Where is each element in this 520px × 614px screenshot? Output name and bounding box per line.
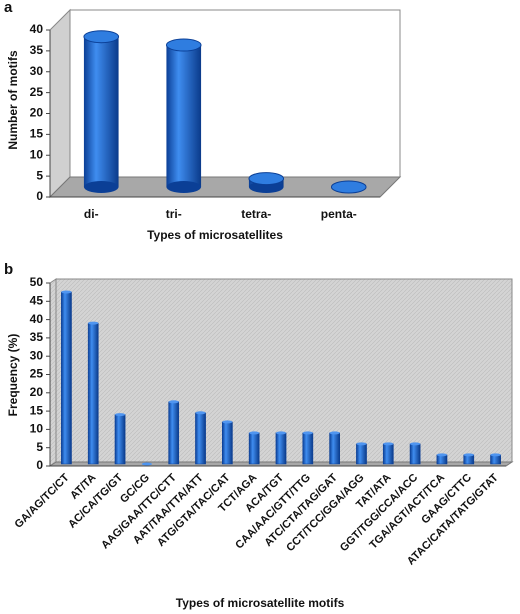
bar-top [436, 453, 448, 457]
y-tick-label: 40 [30, 22, 44, 36]
y-tick-label: 30 [30, 348, 44, 362]
x-tick-label: tri- [166, 207, 182, 221]
y-axis-label: Frequency (%) [6, 334, 20, 417]
bar [302, 432, 314, 465]
bar-base [166, 181, 202, 193]
bar-top [168, 400, 179, 404]
y-tick-label: 20 [30, 385, 44, 399]
bar-top [490, 453, 501, 457]
y-tick-label: 30 [30, 64, 44, 78]
back-wall [69, 9, 401, 178]
bar-base [83, 181, 119, 193]
bar [222, 421, 233, 465]
bar-top [249, 431, 260, 435]
y-tick-label: 5 [36, 440, 43, 454]
y-tick-label: 20 [30, 106, 44, 120]
bar-top [83, 30, 120, 44]
x-axis-label: Types of microsatellite motifs [176, 596, 345, 610]
bar-top [222, 420, 233, 424]
bar-top [275, 431, 287, 435]
bar-top [463, 453, 474, 457]
y-tick-label: 35 [30, 330, 44, 344]
bar-top [165, 38, 202, 52]
bar [114, 414, 126, 465]
bar [195, 412, 206, 465]
y-tick-label: 15 [30, 403, 44, 417]
bar-top [61, 290, 72, 294]
y-tick-label: 10 [30, 422, 44, 436]
bar [87, 322, 99, 465]
y-tick-label: 35 [30, 43, 44, 57]
y-tick-label: 15 [30, 127, 44, 141]
y-tick-label: 40 [30, 312, 44, 326]
y-tick-label: 25 [30, 85, 44, 99]
bar-top [383, 442, 394, 446]
y-axis-label: Number of motifs [6, 50, 20, 150]
y-tick-label: 0 [36, 458, 43, 472]
x-tick-label: GA/AG/TC/CT [13, 471, 72, 530]
bar [356, 443, 367, 465]
x-axis-label: Types of microsatellites [147, 228, 283, 242]
y-tick-label: 45 [30, 293, 44, 307]
bar [168, 401, 180, 465]
y-tick-label: 10 [30, 147, 44, 161]
bar-top [356, 442, 367, 446]
back-wall [49, 278, 57, 467]
bar-top [195, 411, 206, 415]
bar-top [302, 431, 313, 435]
y-tick-label: 5 [36, 168, 43, 182]
bar [275, 432, 287, 465]
bar-top [330, 180, 367, 194]
bar [61, 291, 72, 465]
y-tick-label: 50 [30, 275, 44, 289]
bar [382, 443, 394, 465]
panel-label: a [4, 0, 13, 16]
bar [166, 45, 202, 187]
bar-top [114, 413, 126, 417]
y-tick-label: 25 [30, 367, 44, 381]
bar-top [88, 321, 99, 325]
bar [248, 432, 260, 465]
bar [83, 36, 119, 188]
panel-label: b [4, 261, 13, 278]
x-tick-label: di- [84, 207, 99, 221]
x-tick-label: penta- [321, 207, 357, 221]
bar-top [329, 431, 340, 435]
bar-top [410, 442, 421, 446]
bar-top [141, 462, 152, 466]
y-tick-label: 0 [36, 189, 43, 203]
back-wall [55, 278, 513, 463]
bar-top [248, 172, 285, 186]
bar [329, 432, 340, 465]
x-tick-label: tetra- [241, 207, 271, 221]
bar [409, 443, 421, 465]
back-wall [49, 8, 71, 199]
